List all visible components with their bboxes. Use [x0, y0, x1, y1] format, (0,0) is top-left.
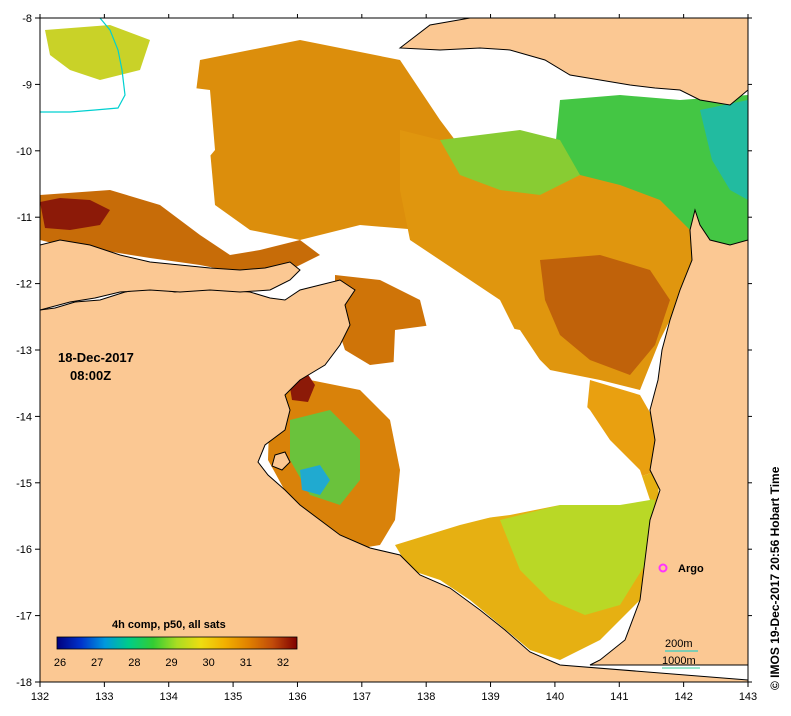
x-tick-label: 143 [739, 691, 757, 703]
colorbar-gradient [56, 636, 298, 650]
x-tick-label: 141 [610, 691, 628, 703]
colorbar-title: 4h comp, p50, all sats [112, 619, 226, 631]
cloud-gap-northwest [120, 80, 215, 180]
x-tick-label: 136 [288, 691, 306, 703]
land-groote-island [271, 451, 291, 471]
y-tick-label: -18 [16, 677, 32, 689]
y-tick-label: -13 [16, 345, 32, 357]
x-tick-label: 134 [160, 691, 178, 703]
colorbar-tick-label: 32 [277, 657, 289, 669]
colorbar: 4h comp, p50, all sats 26 27 28 29 30 31 32 [54, 619, 298, 669]
time-label: 08:00Z [70, 368, 111, 383]
contour-legend: 200m 1000m [662, 638, 700, 669]
y-tick-label: -17 [16, 611, 32, 623]
credit-label: © IMOS 19-Dec-2017 20:56 Hobart Time [768, 466, 782, 690]
colorbar-tick-label: 30 [203, 657, 215, 669]
land-new-guinea [398, 18, 748, 106]
argo-marker[interactable]: Argo [658, 563, 704, 575]
x-tick-label: 139 [481, 691, 499, 703]
x-tick-label: 138 [417, 691, 435, 703]
x-tick-label: 140 [546, 691, 564, 703]
cloud-gap-central [392, 320, 650, 520]
sst-hotspot-west [40, 198, 110, 230]
contour-200m [40, 18, 126, 113]
x-tick-label: 133 [95, 691, 113, 703]
sst-green-northeast [555, 95, 748, 250]
y-tick-label: -11 [17, 212, 32, 224]
argo-label: Argo [678, 563, 704, 575]
x-axis: 132 133 134 135 136 137 138 139 140 141 142 143 [31, 14, 757, 703]
sst-scatter-northwest [45, 25, 150, 80]
y-tick-label: -12 [16, 279, 32, 291]
date-label: 18-Dec-2017 [58, 350, 134, 365]
colorbar-tick-label: 27 [91, 657, 103, 669]
contour-legend-1000m: 1000m [662, 655, 696, 667]
argo-icon [658, 563, 668, 573]
sst-cyan-patch [300, 465, 330, 495]
colorbar-ticks: 26 27 28 29 30 31 32 [54, 657, 289, 669]
sst-cyan-northeast [700, 100, 748, 200]
x-tick-label: 142 [674, 691, 692, 703]
x-tick-label: 135 [224, 691, 242, 703]
x-tick-label: 132 [31, 691, 49, 703]
colorbar-tick-label: 29 [165, 657, 177, 669]
colorbar-tick-label: 31 [240, 657, 252, 669]
colorbar-tick-label: 26 [54, 657, 66, 669]
land-cape-york [589, 208, 748, 666]
sst-yellowgreen-southeast [500, 495, 655, 615]
y-tick-label: -14 [16, 411, 32, 423]
x-tick-label: 137 [353, 691, 371, 703]
map-layers [40, 18, 748, 682]
contour-legend-200m: 200m [665, 638, 693, 650]
y-tick-label: -15 [16, 478, 32, 490]
y-axis: -8 -9 -10 -11 -12 -13 -14 -15 -16 -17 -18 [16, 13, 752, 689]
y-tick-label: -8 [22, 13, 32, 25]
y-tick-label: -10 [16, 146, 32, 158]
land-arnhem-north [40, 239, 301, 311]
sst-swath-northwest [40, 190, 320, 275]
colorbar-tick-label: 28 [128, 657, 140, 669]
sst-green-mid [440, 130, 580, 195]
y-tick-label: -9 [22, 79, 32, 91]
y-tick-label: -16 [16, 544, 32, 556]
sst-warm-band [540, 255, 670, 375]
